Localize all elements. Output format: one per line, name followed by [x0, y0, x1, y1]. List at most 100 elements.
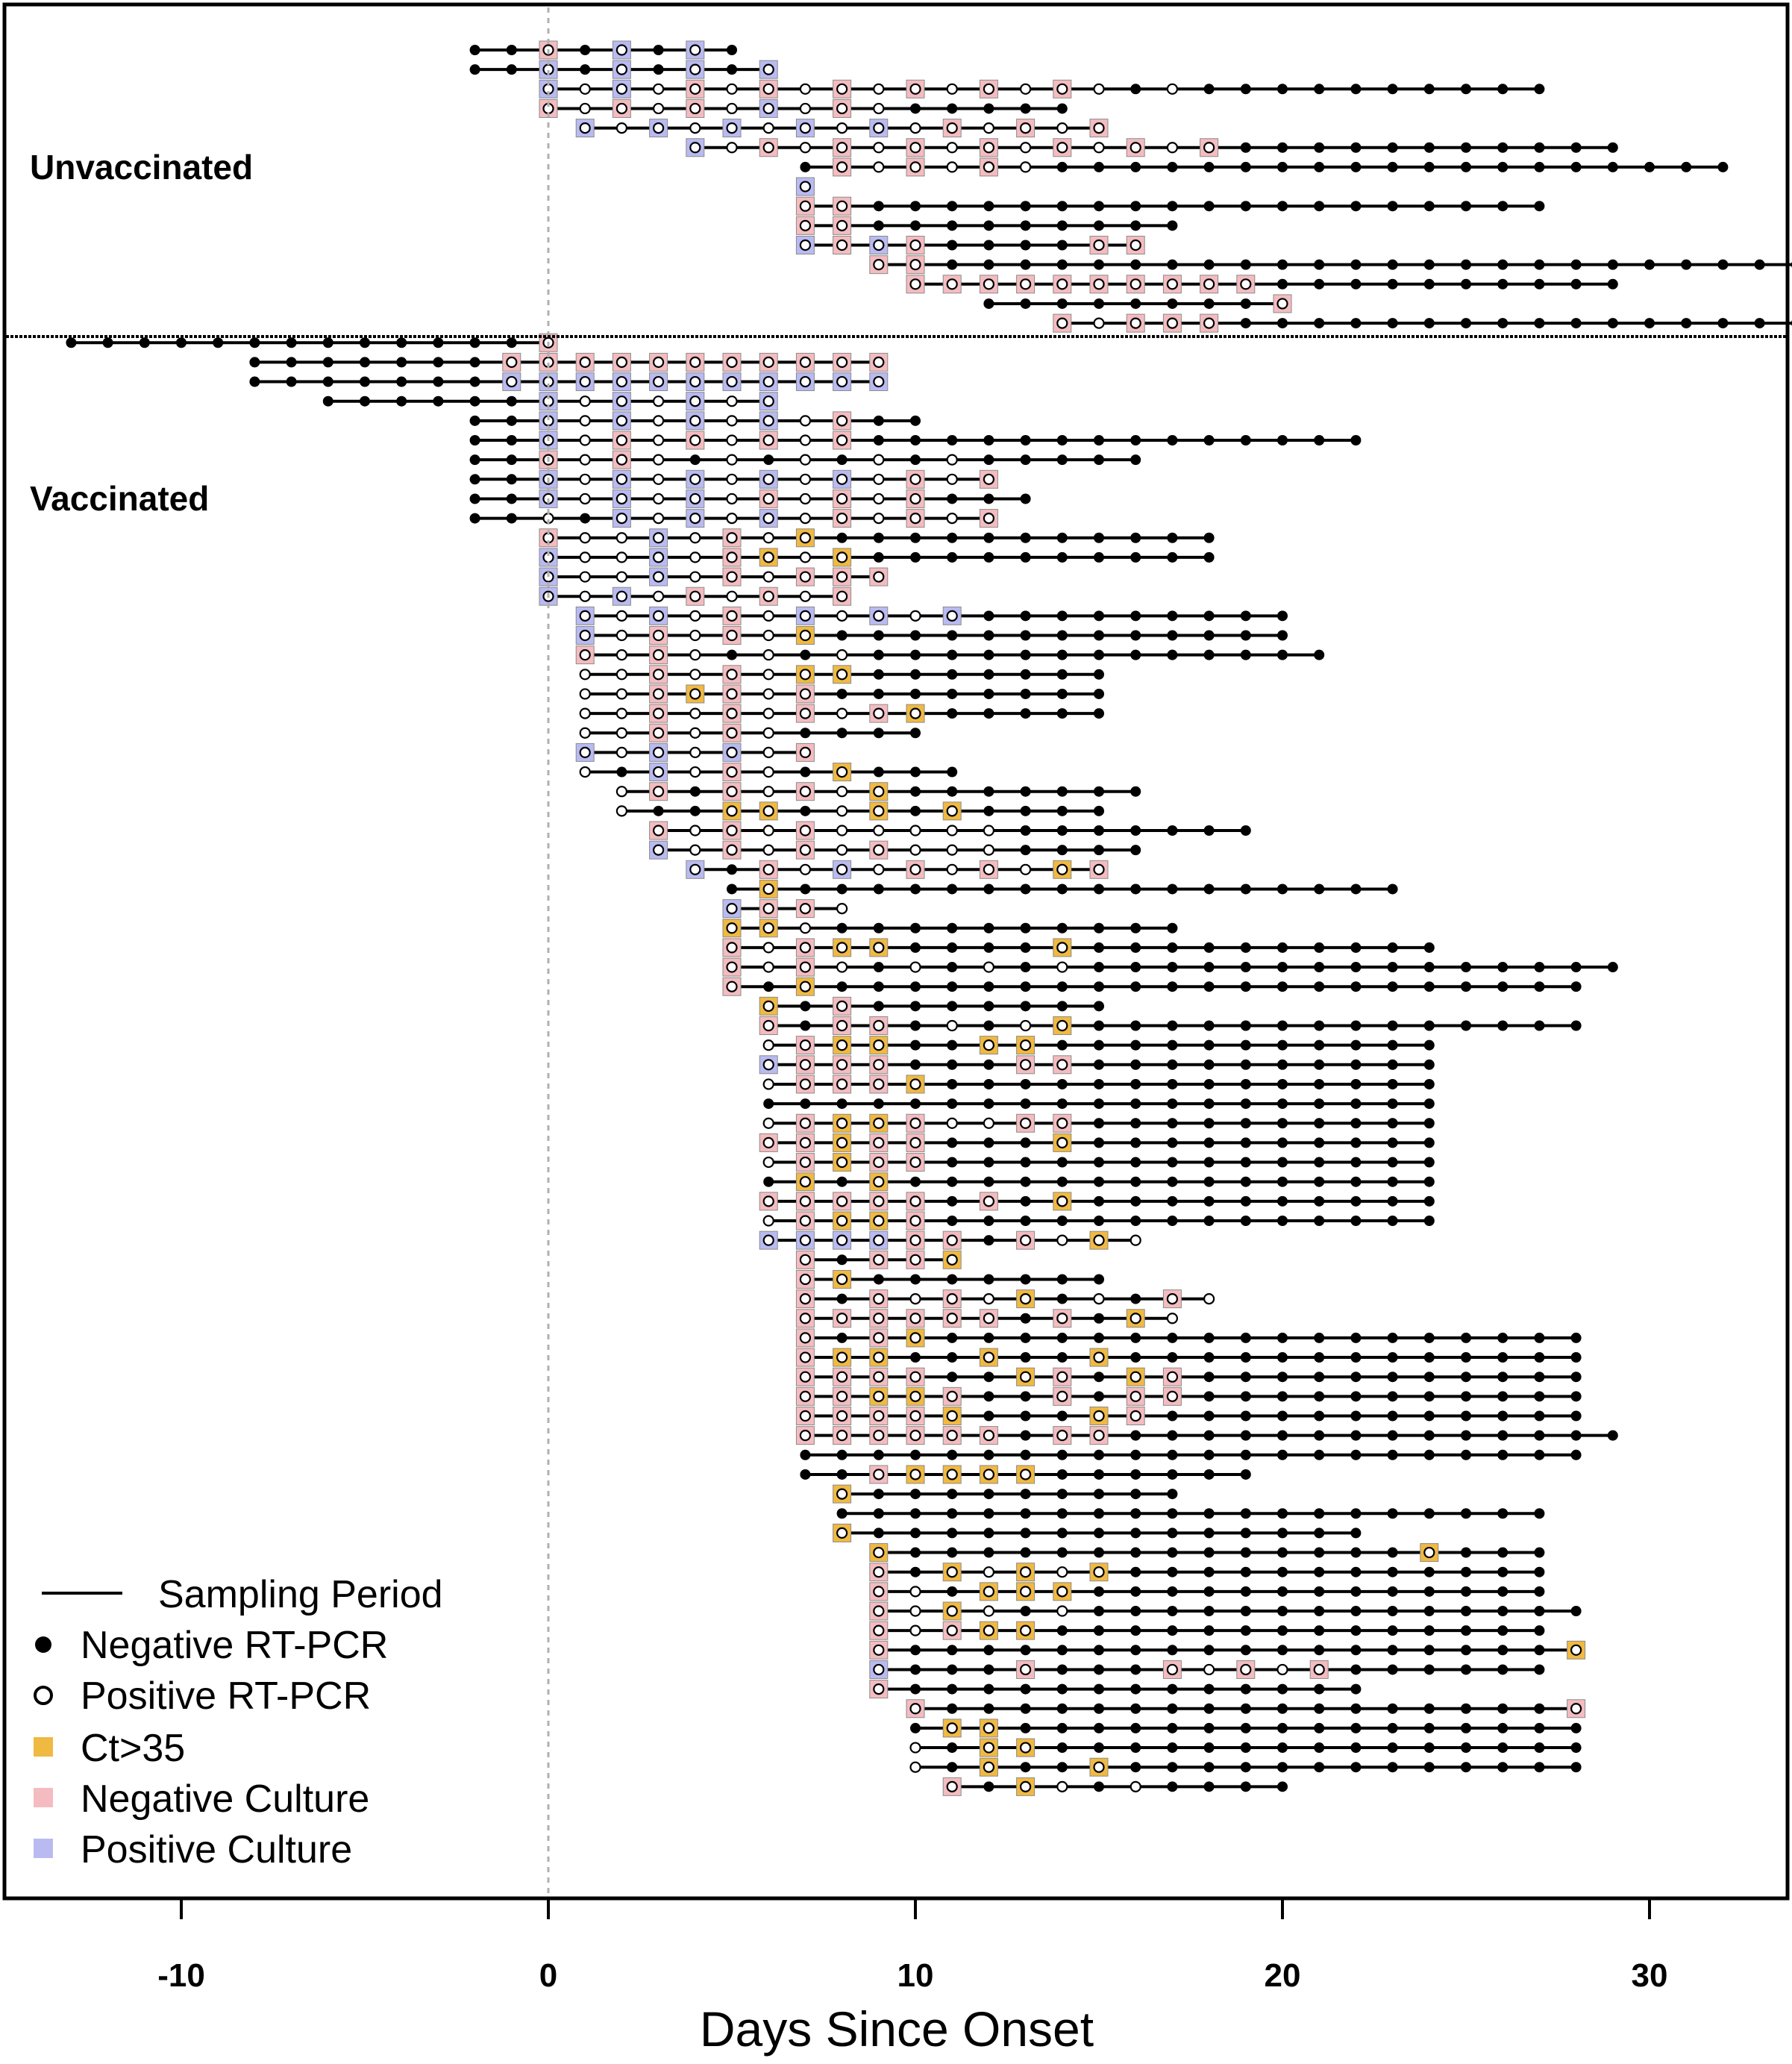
negative-pcr-point	[1350, 1449, 1362, 1460]
positive-culture-point	[652, 844, 665, 856]
positive-pcr-point	[579, 395, 591, 407]
negative-pcr-point	[1203, 1078, 1215, 1089]
positive-culture-point	[615, 395, 628, 407]
negative-pcr-point	[1387, 1547, 1398, 1558]
x-tick-label: 20	[1265, 1957, 1301, 1994]
negative-pcr-point	[1314, 1683, 1325, 1695]
positive-pcr-point	[983, 1605, 995, 1617]
rows-layer	[66, 40, 1792, 1796]
negative-pcr-point	[1203, 942, 1215, 953]
negative-pcr-point	[1314, 1449, 1325, 1460]
negative-culture-point	[836, 492, 848, 505]
negative-pcr-point	[1497, 1352, 1509, 1363]
negative-pcr-point	[1130, 1625, 1141, 1636]
positive-pcr-point	[1093, 317, 1105, 329]
negative-pcr-point	[322, 395, 333, 407]
negative-pcr-point	[1461, 1586, 1471, 1597]
negative-pcr-point	[1130, 1078, 1141, 1089]
positive-pcr-point	[836, 844, 848, 856]
negative-pcr-point	[1167, 1020, 1178, 1031]
negative-pcr-point	[1167, 1098, 1178, 1110]
ct35-point	[983, 1469, 995, 1480]
negative-pcr-point	[947, 1449, 958, 1460]
negative-pcr-point	[1094, 1372, 1104, 1383]
negative-culture-point	[983, 161, 995, 173]
positive-culture-point	[615, 375, 628, 388]
positive-pcr-point	[762, 707, 774, 719]
negative-culture-point	[762, 902, 774, 915]
positive-pcr-point	[873, 473, 885, 485]
negative-culture-point	[726, 571, 738, 583]
negative-culture-point	[836, 1410, 848, 1422]
positive-pcr-point	[1019, 863, 1032, 875]
negative-pcr-point	[689, 454, 701, 466]
negative-pcr-point	[1423, 1176, 1435, 1187]
positive-pcr-point	[762, 669, 774, 681]
negative-pcr-point	[983, 1001, 994, 1012]
negative-pcr-point	[1020, 1703, 1031, 1714]
negative-culture-point	[836, 571, 848, 583]
ct35-point	[873, 1390, 885, 1402]
negative-pcr-point	[1094, 1059, 1104, 1070]
negative-pcr-point	[1130, 630, 1141, 641]
negative-pcr-point	[1240, 1430, 1251, 1441]
negative-culture-point	[909, 1430, 921, 1442]
negative-pcr-point	[800, 161, 811, 172]
negative-pcr-point	[947, 766, 958, 778]
negative-pcr-point	[1461, 201, 1471, 212]
negative-pcr-point	[506, 435, 517, 445]
positive-culture-point	[615, 415, 628, 427]
positive-culture-point	[762, 473, 774, 485]
negative-pcr-point	[1277, 1098, 1288, 1110]
negative-pcr-point	[983, 1683, 994, 1695]
legend-neg-culture-swatch	[34, 1788, 53, 1807]
negative-pcr-point	[1094, 922, 1104, 934]
subject-row	[575, 606, 1288, 625]
negative-pcr-point	[1497, 1606, 1509, 1616]
negative-pcr-point	[1387, 1039, 1398, 1051]
negative-pcr-point	[1056, 884, 1068, 895]
negative-pcr-point	[1423, 1664, 1435, 1675]
negative-pcr-point	[947, 1547, 958, 1558]
negative-pcr-point	[727, 64, 737, 75]
positive-pcr-point	[1166, 142, 1179, 154]
negative-pcr-point	[1130, 1118, 1141, 1129]
negative-pcr-point	[1094, 435, 1104, 445]
negative-pcr-point	[1240, 884, 1251, 895]
negative-culture-point	[762, 590, 774, 602]
positive-culture-point	[726, 375, 738, 388]
positive-culture-point	[836, 375, 848, 388]
negative-pcr-point	[1130, 962, 1141, 973]
positive-pcr-point	[579, 707, 591, 719]
negative-pcr-point	[1020, 1176, 1031, 1187]
negative-pcr-point	[1277, 1566, 1288, 1577]
positive-culture-point	[615, 44, 628, 56]
negative-culture-point	[1130, 142, 1141, 154]
negative-culture-point	[615, 434, 628, 446]
negative-pcr-point	[1240, 1391, 1251, 1402]
negative-culture-point	[1166, 317, 1179, 329]
positive-pcr-point	[689, 766, 701, 778]
positive-pcr-point	[615, 122, 628, 134]
negative-pcr-point	[983, 1078, 994, 1089]
negative-pcr-point	[1387, 1352, 1398, 1363]
negative-pcr-point	[1277, 1606, 1288, 1616]
negative-pcr-point	[1203, 1781, 1215, 1792]
negative-pcr-point	[873, 1527, 884, 1539]
positive-culture-point	[762, 63, 774, 75]
positive-pcr-point	[873, 454, 885, 466]
positive-culture-point	[726, 122, 738, 134]
negative-pcr-point	[910, 1352, 921, 1363]
negative-pcr-point	[1094, 1722, 1104, 1733]
negative-culture-point	[615, 454, 628, 466]
negative-pcr-point	[1167, 1703, 1178, 1714]
negative-pcr-point	[1387, 1332, 1398, 1343]
negative-pcr-point	[1020, 805, 1031, 816]
positive-culture-point	[762, 415, 774, 427]
positive-pcr-point	[762, 1039, 774, 1051]
positive-pcr-point	[762, 532, 774, 544]
positive-culture-point	[873, 1663, 885, 1676]
negative-pcr-point	[1056, 922, 1068, 934]
negative-pcr-point	[1203, 532, 1215, 543]
negative-pcr-point	[947, 201, 958, 212]
